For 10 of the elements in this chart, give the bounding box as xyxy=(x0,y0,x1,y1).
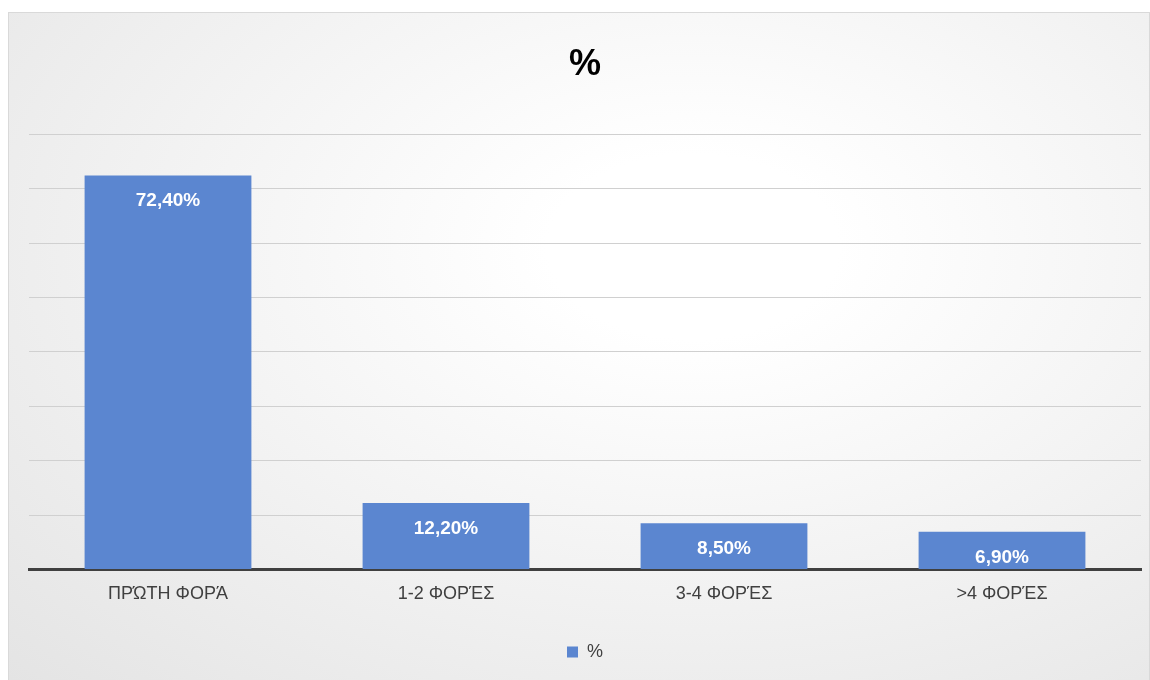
chart-title: % xyxy=(568,41,602,83)
data-label: 8,50% xyxy=(697,536,752,558)
x-tick-label: >4 ΦΟΡΈΣ xyxy=(956,583,1048,604)
x-tick-label: ΠΡΏΤΗ ΦΟΡΆ xyxy=(108,583,228,604)
data-label: 12,20% xyxy=(413,516,479,538)
legend-label: % xyxy=(587,640,604,661)
data-label: 72,40% xyxy=(135,189,201,211)
x-tick-label: 1-2 ΦΟΡΈΣ xyxy=(397,583,495,604)
data-label: 6,90% xyxy=(975,545,1030,567)
x-tick-label: 3-4 ΦΟΡΈΣ xyxy=(675,583,773,604)
